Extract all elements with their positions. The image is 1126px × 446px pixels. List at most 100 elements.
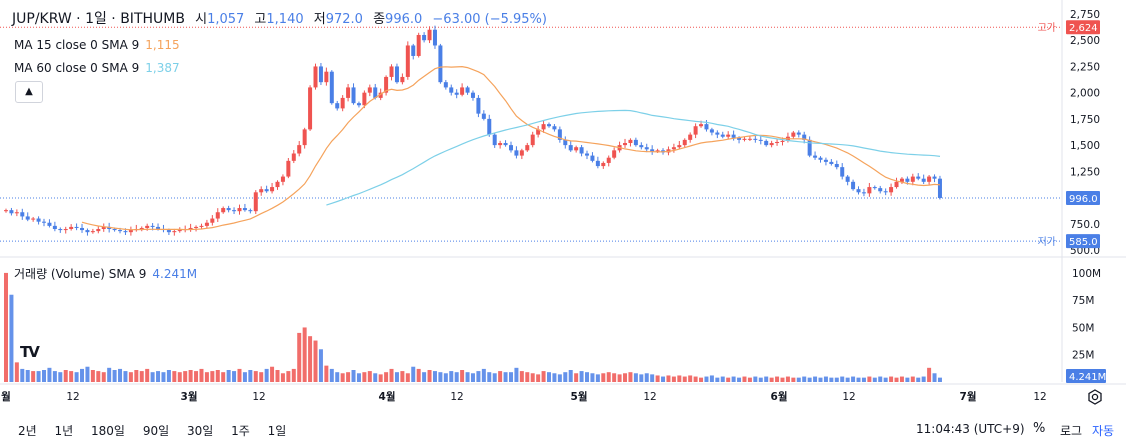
volume-bar [747, 377, 752, 382]
high-tag: 고가 [1038, 22, 1056, 34]
price-chart[interactable]: 2,750 2,500 2,250 2,000 1,750 1,500 1,250 750.0… [0, 0, 1126, 414]
range-1w[interactable]: 1주 [231, 424, 250, 438]
collapse-legend-button[interactable]: ▲ [15, 81, 43, 103]
candle-body [910, 176, 915, 182]
volume-bar [574, 373, 579, 382]
volume-bar [9, 294, 14, 382]
volume-bar [275, 370, 280, 382]
candle-body [574, 147, 579, 151]
range-1y[interactable]: 1년 [54, 424, 74, 438]
candle-body [139, 227, 144, 230]
candle-body [232, 210, 237, 212]
range-90d[interactable]: 90일 [142, 424, 170, 438]
volume-bar [394, 372, 399, 382]
volume-bar [552, 373, 557, 382]
volume-bar [699, 377, 704, 382]
clock[interactable]: 11:04:43 (UTC+9) [916, 422, 1025, 436]
volume-bar [927, 367, 932, 382]
percent-toggle[interactable]: % [1033, 421, 1046, 436]
volume-bar [232, 371, 237, 382]
log-toggle[interactable]: 로그 [1060, 424, 1083, 438]
candle-body [275, 181, 280, 188]
settings-gear-icon[interactable] [1087, 389, 1103, 405]
volume-bar [150, 372, 155, 382]
volume-bar [31, 371, 36, 382]
range-2y[interactable]: 2년 [18, 424, 37, 438]
time-tick-label: 6월 [771, 390, 788, 403]
candle-body [101, 226, 106, 230]
volume-bar [601, 373, 606, 382]
candle-body [563, 139, 568, 146]
candle-body [308, 87, 313, 130]
candle-body [742, 138, 747, 140]
volume-bar [579, 371, 584, 382]
candle-body [286, 160, 291, 177]
range-180d[interactable]: 180일 [91, 424, 125, 438]
candle-body [650, 149, 655, 152]
candle-body [671, 147, 676, 150]
volume-bar [661, 376, 666, 382]
low-label: 저 [313, 12, 326, 27]
ma60-legend[interactable]: MA 60 close 0 SMA 9 1,387 [14, 61, 180, 75]
candle-body [367, 87, 372, 93]
volume-bar [264, 368, 269, 382]
candle-body [63, 229, 68, 231]
volume-bar [726, 377, 731, 382]
candle-body [248, 210, 253, 212]
candle-body [25, 216, 30, 220]
volume-bar [166, 370, 171, 382]
volume-bar [172, 371, 177, 382]
candle-body [47, 222, 52, 226]
volume-bar [595, 374, 600, 382]
volume-bar [302, 327, 307, 382]
volume-bar [937, 377, 942, 382]
volume-bar [291, 368, 296, 382]
volume-bar [758, 377, 763, 382]
volume-bar [525, 372, 530, 382]
candle-body [867, 187, 872, 194]
volume-tick-label: 50M [1072, 322, 1094, 334]
candle-body [530, 134, 535, 146]
time-tick-label: 12 [252, 391, 265, 403]
volume-bar [123, 371, 128, 382]
candle-body [731, 134, 736, 138]
volume-bar [313, 340, 318, 382]
candle-body [145, 225, 150, 228]
candle-body [313, 66, 318, 88]
symbol-title[interactable]: JUP/KRW · 1일 · BITHUMB [12, 11, 185, 27]
volume-bar [215, 370, 220, 382]
candle-body [443, 82, 448, 88]
ma15-legend[interactable]: MA 15 close 0 SMA 9 1,115 [14, 38, 180, 52]
volume-bar [720, 376, 725, 382]
candle-body [432, 29, 437, 46]
candle-body [85, 230, 90, 233]
auto-toggle[interactable]: 자동 [1092, 424, 1115, 438]
candle-body [416, 34, 421, 56]
volume-bar [188, 370, 193, 382]
volume-bar [177, 372, 182, 382]
tradingview-logo-icon[interactable]: TV [20, 343, 40, 361]
volume-tick-label: 75M [1072, 295, 1094, 307]
candle-body [166, 230, 171, 233]
volume-bar [547, 372, 551, 382]
candle-body [921, 178, 926, 182]
range-30d[interactable]: 30일 [186, 424, 214, 438]
time-tick-label: 12 [643, 391, 656, 403]
candle-body [362, 92, 367, 106]
volume-bar [107, 367, 112, 382]
candle-body [118, 230, 123, 232]
volume-tick-label: 25M [1072, 350, 1094, 362]
volume-bar [47, 367, 52, 382]
volume-bar [297, 332, 302, 382]
candle-body [150, 225, 155, 227]
volume-bar [519, 371, 524, 382]
volume-bar [465, 372, 470, 382]
volume-bar [514, 367, 519, 382]
volume-bar [568, 370, 573, 382]
candle-body [682, 139, 687, 146]
range-1d[interactable]: 1일 [267, 424, 287, 438]
volume-bar [134, 370, 139, 382]
volume-legend[interactable]: 거래량 (Volume) SMA 9 4.241M [14, 265, 197, 282]
candle-body [340, 97, 345, 109]
candle-body [508, 145, 513, 151]
